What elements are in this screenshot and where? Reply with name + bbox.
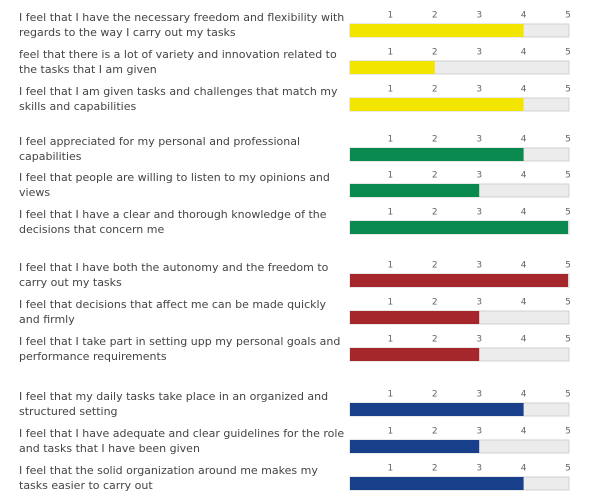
tick-label: 5	[565, 85, 571, 95]
tick-label: 3	[476, 427, 482, 437]
tick-label: 3	[476, 48, 482, 58]
tick-label: 3	[476, 335, 482, 345]
tick-label: 3	[476, 390, 482, 400]
tick-label: 1	[388, 464, 394, 474]
tick-label: 4	[521, 135, 527, 145]
tick-label: 2	[432, 11, 438, 21]
tick-label: 5	[565, 261, 571, 271]
question-label: I feel that I have both the autonomy and…	[19, 261, 329, 289]
bar	[350, 221, 568, 234]
tick-label: 4	[521, 335, 527, 345]
bar	[350, 311, 480, 324]
tick-label: 2	[432, 171, 438, 181]
tick-label: 1	[388, 11, 394, 21]
tick-label: 4	[521, 298, 527, 308]
question-label: I feel that I have adequate and clear gu…	[19, 427, 345, 455]
tick-label: 2	[432, 390, 438, 400]
bar	[350, 348, 480, 361]
tick-label: 5	[565, 48, 571, 58]
tick-label: 2	[432, 85, 438, 95]
question-label: I feel that the solid organization aroun…	[19, 464, 318, 492]
tick-label: 3	[476, 135, 482, 145]
tick-label: 5	[565, 171, 571, 181]
tick-label: 4	[521, 390, 527, 400]
tick-label: 3	[476, 261, 482, 271]
tick-label: 2	[432, 298, 438, 308]
tick-label: 1	[388, 427, 394, 437]
question-label: I feel that decisions that affect me can…	[19, 298, 327, 326]
bar	[350, 61, 435, 74]
question-label: I feel appreciated for my personal and p…	[19, 135, 301, 163]
tick-label: 4	[521, 48, 527, 58]
tick-label: 1	[388, 390, 394, 400]
tick-label: 4	[521, 11, 527, 21]
tick-label: 1	[388, 48, 394, 58]
tick-label: 2	[432, 261, 438, 271]
tick-label: 1	[388, 208, 394, 218]
bar	[350, 477, 524, 490]
tick-label: 3	[476, 171, 482, 181]
tick-label: 4	[521, 464, 527, 474]
tick-label: 5	[565, 298, 571, 308]
tick-label: 2	[432, 135, 438, 145]
tick-label: 5	[565, 11, 571, 21]
bar	[350, 440, 480, 453]
tick-label: 1	[388, 261, 394, 271]
tick-label: 5	[565, 335, 571, 345]
tick-label: 2	[432, 48, 438, 58]
tick-label: 2	[432, 208, 438, 218]
tick-label: 3	[476, 464, 482, 474]
tick-label: 4	[521, 171, 527, 181]
bar	[350, 403, 524, 416]
tick-label: 5	[565, 208, 571, 218]
question-label: I feel that my daily tasks take place in…	[19, 390, 329, 418]
question-label: I feel that I have a clear and thorough …	[19, 208, 327, 236]
question-label: I feel that people are willing to listen…	[19, 171, 330, 199]
tick-label: 1	[388, 298, 394, 308]
tick-label: 5	[565, 390, 571, 400]
tick-label: 3	[476, 208, 482, 218]
tick-label: 2	[432, 464, 438, 474]
tick-label: 1	[388, 335, 394, 345]
tick-label: 3	[476, 85, 482, 95]
question-label: I feel that I take part in setting upp m…	[19, 335, 341, 363]
bar	[350, 98, 524, 111]
tick-label: 4	[521, 261, 527, 271]
bar	[350, 184, 480, 197]
tick-label: 5	[565, 135, 571, 145]
question-label: I feel that I have the necessary freedom…	[19, 11, 345, 39]
question-label: I feel that I am given tasks and challen…	[19, 85, 338, 113]
tick-label: 4	[521, 208, 527, 218]
tick-label: 1	[388, 171, 394, 181]
tick-label: 1	[388, 135, 394, 145]
bar	[350, 274, 568, 287]
tick-label: 4	[521, 85, 527, 95]
tick-label: 5	[565, 464, 571, 474]
tick-label: 2	[432, 427, 438, 437]
tick-label: 4	[521, 427, 527, 437]
tick-label: 3	[476, 11, 482, 21]
tick-label: 2	[432, 335, 438, 345]
tick-label: 3	[476, 298, 482, 308]
question-label: feel that there is a lot of variety and …	[19, 48, 337, 76]
bar	[350, 148, 524, 161]
tick-label: 5	[565, 427, 571, 437]
bar	[350, 24, 524, 37]
tick-label: 1	[388, 85, 394, 95]
